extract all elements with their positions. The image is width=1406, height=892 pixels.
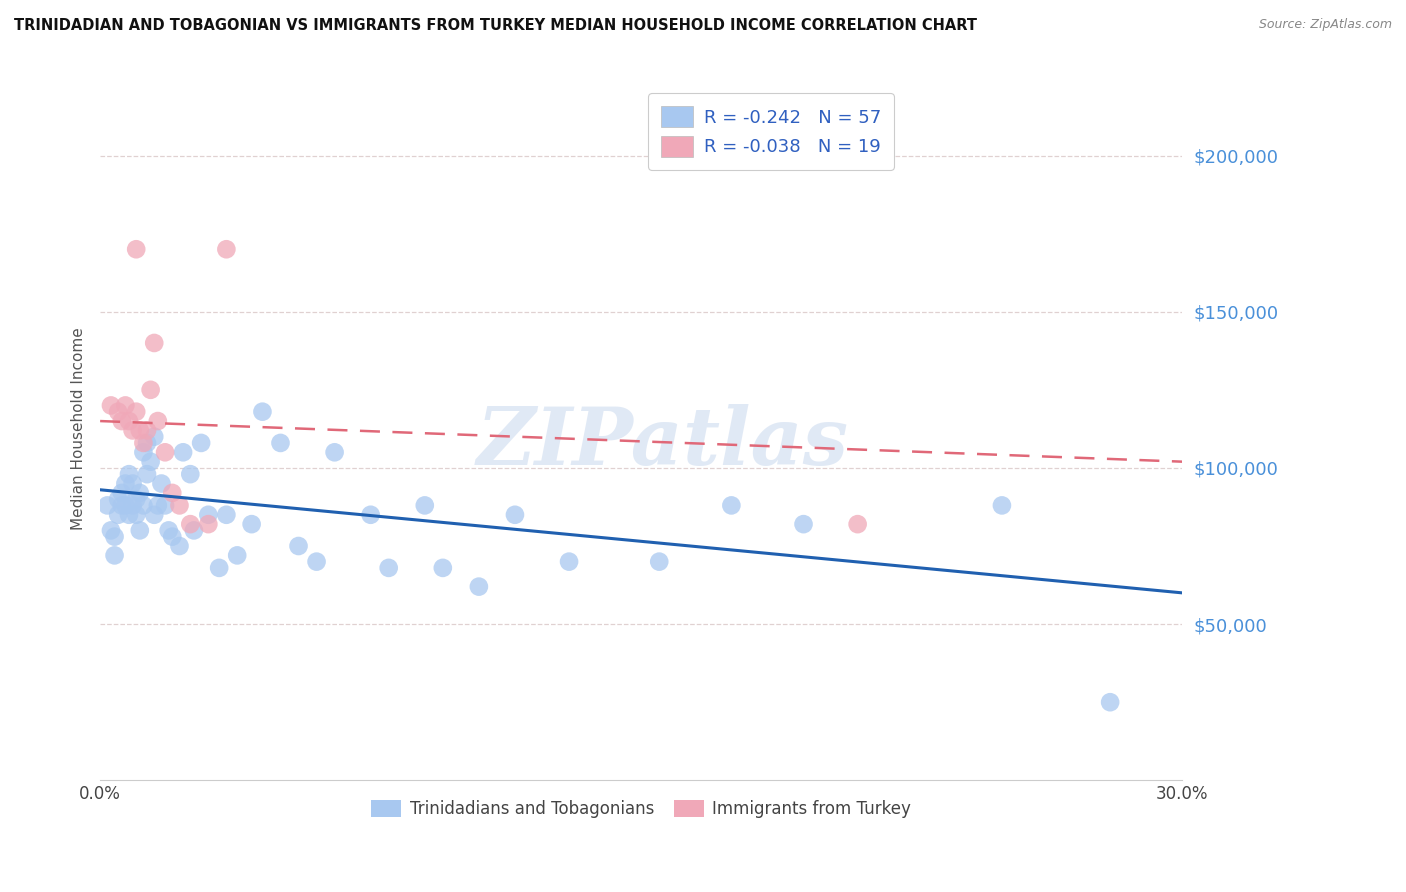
Point: [172, 445, 194, 459]
Point: [132, 436, 155, 450]
Point: [143, 335, 166, 350]
Point: [558, 555, 581, 569]
Point: [287, 539, 309, 553]
Point: [240, 517, 263, 532]
Point: [468, 580, 491, 594]
Point: [96, 499, 118, 513]
Point: [150, 476, 173, 491]
Point: [118, 467, 141, 482]
Point: [153, 499, 176, 513]
Point: [114, 399, 136, 413]
Point: [139, 383, 162, 397]
Point: [136, 424, 159, 438]
Point: [128, 424, 150, 438]
Point: [107, 405, 129, 419]
Point: [114, 499, 136, 513]
Point: [269, 436, 291, 450]
Point: [132, 445, 155, 459]
Point: [139, 455, 162, 469]
Point: [162, 530, 184, 544]
Point: [125, 492, 148, 507]
Point: [121, 499, 143, 513]
Point: [648, 555, 671, 569]
Point: [503, 508, 526, 522]
Point: [107, 492, 129, 507]
Point: [190, 436, 212, 450]
Point: [179, 517, 201, 532]
Point: [226, 549, 249, 563]
Point: [118, 414, 141, 428]
Point: [136, 467, 159, 482]
Point: [793, 517, 815, 532]
Point: [215, 242, 238, 256]
Point: [125, 508, 148, 522]
Point: [179, 467, 201, 482]
Point: [432, 561, 454, 575]
Y-axis label: Median Household Income: Median Household Income: [72, 327, 86, 530]
Point: [100, 399, 122, 413]
Point: [197, 517, 219, 532]
Point: [183, 524, 205, 538]
Point: [103, 549, 125, 563]
Point: [107, 508, 129, 522]
Point: [169, 499, 191, 513]
Point: [125, 405, 148, 419]
Point: [153, 445, 176, 459]
Point: [111, 486, 134, 500]
Point: [128, 486, 150, 500]
Point: [991, 499, 1014, 513]
Point: [208, 561, 231, 575]
Point: [162, 486, 184, 500]
Point: [111, 499, 134, 513]
Point: [125, 242, 148, 256]
Point: [846, 517, 869, 532]
Point: [413, 499, 436, 513]
Point: [215, 508, 238, 522]
Legend: Trinidadians and Tobagonians, Immigrants from Turkey: Trinidadians and Tobagonians, Immigrants…: [364, 793, 918, 825]
Point: [128, 524, 150, 538]
Point: [118, 508, 141, 522]
Point: [720, 499, 742, 513]
Point: [377, 561, 399, 575]
Point: [121, 476, 143, 491]
Point: [1099, 695, 1122, 709]
Point: [136, 436, 159, 450]
Point: [252, 405, 274, 419]
Point: [132, 499, 155, 513]
Point: [305, 555, 328, 569]
Point: [146, 414, 169, 428]
Point: [146, 499, 169, 513]
Point: [100, 524, 122, 538]
Text: TRINIDADIAN AND TOBAGONIAN VS IMMIGRANTS FROM TURKEY MEDIAN HOUSEHOLD INCOME COR: TRINIDADIAN AND TOBAGONIAN VS IMMIGRANTS…: [14, 18, 977, 33]
Text: Source: ZipAtlas.com: Source: ZipAtlas.com: [1258, 18, 1392, 31]
Point: [323, 445, 346, 459]
Point: [114, 476, 136, 491]
Point: [169, 539, 191, 553]
Point: [143, 508, 166, 522]
Point: [121, 424, 143, 438]
Point: [360, 508, 382, 522]
Point: [143, 430, 166, 444]
Text: ZIPatlas: ZIPatlas: [477, 404, 849, 482]
Point: [103, 530, 125, 544]
Point: [197, 508, 219, 522]
Point: [111, 414, 134, 428]
Point: [157, 524, 180, 538]
